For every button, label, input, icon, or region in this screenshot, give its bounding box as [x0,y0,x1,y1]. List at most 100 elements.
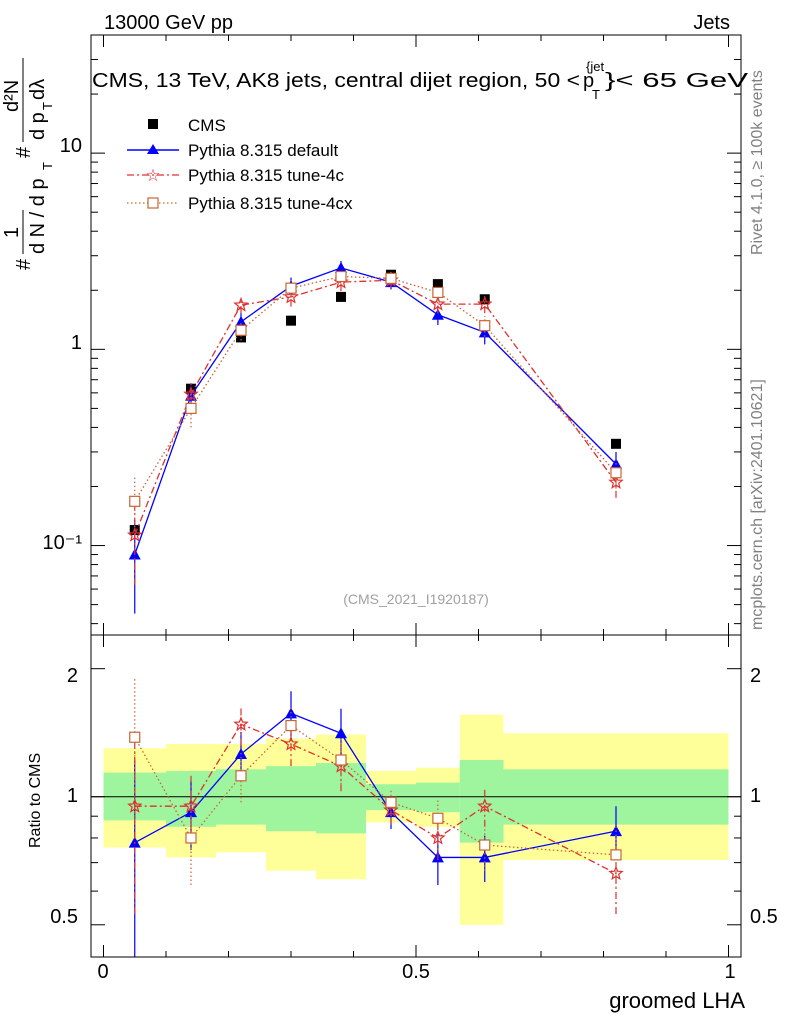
upper-ytick-labels: 10 1 10⁻¹ [43,135,83,554]
upper-data [127,260,624,614]
main-title: CMS, 13 TeV, AK8 jets, central dijet reg… [92,59,749,102]
upper-ytick-label-1: 1 [71,332,82,354]
legend-label-default: Pythia 8.315 default [188,141,339,160]
ratio-point [608,865,624,881]
ylabel-den2: dλ [27,79,49,100]
data-point [335,261,347,273]
ratio-point [383,801,399,817]
main-title-suffix: }< 65 GeV [605,70,749,92]
data-point [236,332,246,343]
lower-y-axis-label: Ratio to CMS [27,753,44,848]
legend-label-tune-4c: Pythia 8.315 tune-4c [188,166,344,185]
data-point [127,526,143,542]
data-point [285,282,297,294]
legend: CMS Pythia 8.315 default ☆ Pythia 8.315 … [127,116,353,213]
xtick-label-1: 1 [724,961,735,983]
data-point [233,296,249,312]
legend-label-tune-4cx: Pythia 8.315 tune-4cx [188,194,353,213]
ylabel-dn-sub: T [40,162,55,170]
ylabel-hash2: # [13,146,35,158]
series-line-pythia-8-315-tune-4c [134,279,617,536]
band-green [416,782,460,813]
legend-marker-cms [148,119,158,129]
legend-entry-cms: CMS [148,116,226,135]
data-point [432,286,444,299]
lower-ytick-labels: 2 1 0.5 2 1 0.5 [50,665,778,928]
ratio-point [233,716,249,731]
ratio-series-pythia-8-315-tune-4cx [129,678,622,889]
data-point [611,438,621,449]
ratio-point [185,832,197,844]
band-green [266,766,316,832]
ratio-point [127,798,143,813]
upper-ticks [91,34,741,635]
watermark: (CMS_2021_I1920187) [343,591,489,607]
ylabel-num: d²N [1,80,23,112]
legend-marker-default [147,144,159,154]
ratio-point [432,812,444,824]
legend-entry-tune-4c: ☆ Pythia 8.315 tune-4c [127,166,344,185]
upper-y-axis-label: # 1 d N / d p T # d²N d p T dλ [1,58,55,270]
data-point [431,308,444,320]
ratio-point [235,770,247,782]
data-point [335,270,347,283]
lower-xtick-labels: 0 0.5 1 [97,961,735,983]
ratio-point [335,754,347,766]
header-left: 13000 GeV pp [104,12,233,34]
main-title-pt-sup: {jet [586,59,604,74]
data-point [608,474,624,489]
data-point [610,467,622,479]
ratio-point [479,839,491,851]
side-label-url: mcplots.cern.ch [arXiv:2401.10621] [749,379,766,630]
lower-ticks [91,635,741,957]
legend-entry-default: Pythia 8.315 default [127,141,339,160]
ratio-point [335,727,347,739]
upper-panel: 10 1 10⁻¹ CMS, 13 TeV, AK8 jets, central… [1,34,749,636]
data-point [432,279,443,290]
lower-ytick-label-1: 1 [67,785,78,807]
ratio-point [283,735,299,751]
xtick-label-0: 0 [97,961,108,983]
header-right: Jets [693,12,730,34]
data-point [385,272,397,284]
main-title-pt: p [583,70,594,92]
band-green [459,759,504,843]
lower-ytick-label-0.5-right: 0.5 [750,906,778,928]
data-point [479,320,491,332]
upper-ytick-label-10: 10 [60,135,82,157]
ratio-point [385,796,397,808]
ylabel-hash: # [13,258,35,270]
data-point [283,288,299,304]
ratio-point [430,829,446,845]
ylabel-den: d p [27,112,49,140]
main-title-pt-sub: T [592,87,600,102]
upper-ytick-label-0.1: 10⁻¹ [43,532,83,554]
ylabel-dn: d N / d p [27,178,49,254]
ratio-point [285,719,297,732]
ratio-point [478,851,491,863]
legend-label-cms: CMS [188,116,226,135]
data-point [129,495,141,507]
legend-marker-tune-4c: ☆ [145,166,160,185]
lower-ytick-label-2-right: 2 [750,665,761,687]
ylabel-den-sub: T [40,102,55,110]
lower-data [127,678,624,957]
data-point [336,291,346,302]
legend-entry-tune-4cx: Pythia 8.315 tune-4cx [127,194,353,213]
side-label-rivet: Rivet 4.1.0, ≥ 100k events [749,70,766,255]
series-pythia-8-315-tune-4cx [129,268,622,536]
x-axis-label: groomed LHA [609,988,745,1013]
data-point [477,295,493,311]
legend-marker-tune-4cx [147,197,159,209]
data-point [183,386,199,401]
ratio-point [477,798,493,813]
ylabel-one: 1 [1,227,23,238]
lower-ytick-label-0.5: 0.5 [50,906,78,928]
ratio-point [129,731,141,743]
data-point [430,295,446,311]
data-point [235,324,247,336]
lower-ytick-label-1-right: 1 [750,785,761,807]
data-point [235,315,247,327]
lower-panel: 2 1 0.5 2 1 0.5 0 0.5 1 Ratio to CMS gro… [27,634,778,1013]
